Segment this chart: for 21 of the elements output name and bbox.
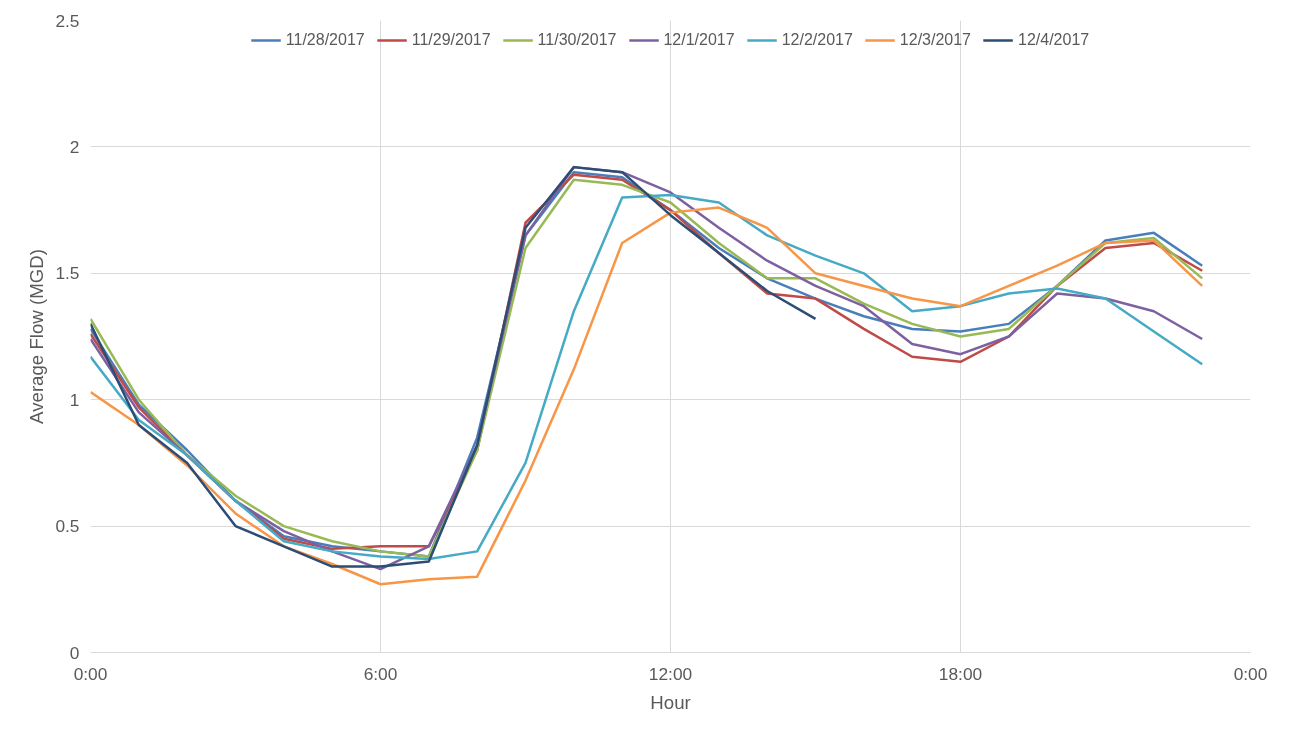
- y-tick-label: 2.5: [55, 10, 80, 31]
- y-tick-label: 0: [69, 642, 80, 663]
- legend-label: 12/3/2017: [899, 31, 972, 49]
- legend-label: 11/28/2017: [285, 31, 365, 49]
- x-tick-label: 0:00: [73, 663, 108, 684]
- legend-label: 11/29/2017: [411, 31, 491, 49]
- legend-label: 12/2/2017: [781, 31, 853, 49]
- x-tick-label: 6:00: [363, 663, 398, 684]
- y-tick-label: 2: [69, 136, 80, 157]
- y-tick-label: 0.5: [55, 516, 80, 537]
- y-axis-title: Average Flow (MGD): [26, 249, 48, 424]
- legend-label: 12/1/2017: [663, 31, 735, 49]
- legend-label: 12/4/2017: [1018, 31, 1090, 49]
- line-series: [90, 165, 817, 568]
- x-tick-label: 18:00: [938, 663, 983, 684]
- y-tick-label: 1.5: [55, 263, 80, 284]
- y-tick-label: 1: [69, 389, 80, 410]
- x-tick-label: 12:00: [648, 663, 693, 684]
- x-axis-title: Hour: [650, 691, 691, 713]
- legend-label: 11/30/2017: [537, 31, 617, 49]
- x-tick-label: 0:00: [1233, 663, 1268, 684]
